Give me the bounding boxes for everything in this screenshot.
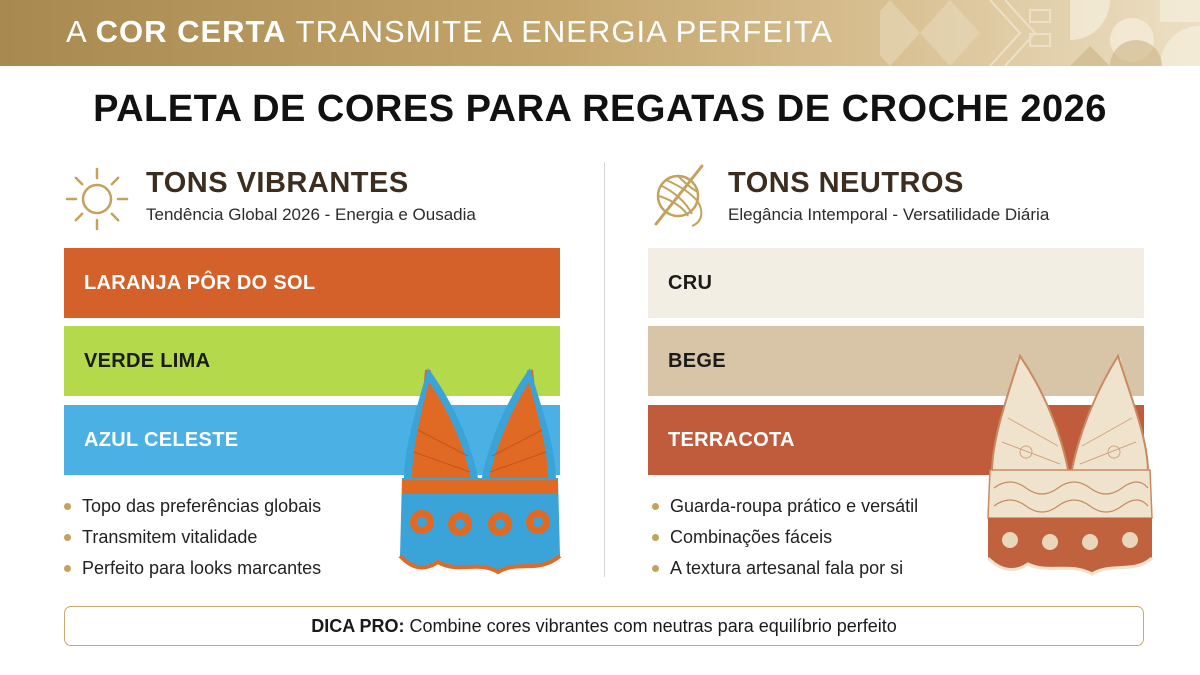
column-divider bbox=[604, 162, 605, 577]
pro-tip-text: Combine cores vibrantes com neutras para… bbox=[409, 615, 897, 636]
bullet-dot-icon bbox=[64, 565, 71, 572]
vibrant-crochet-top-illustration bbox=[398, 368, 562, 575]
list-item: Topo das preferências globais bbox=[64, 491, 321, 522]
bullet-dot-icon bbox=[652, 503, 659, 510]
sun-icon bbox=[65, 167, 129, 231]
bullet-dot-icon bbox=[652, 565, 659, 572]
neutral-crochet-top-illustration bbox=[986, 353, 1153, 576]
swatch-bege: BEGE bbox=[648, 326, 1144, 396]
yarn-ball-icon bbox=[654, 164, 704, 227]
neutral-section-subtitle: Elegância Intemporal - Versatilidade Diá… bbox=[728, 205, 1050, 224]
banner-tagline: A COR CERTA TRANSMITE A ENERGIA PERFEITA bbox=[66, 14, 833, 49]
neutral-section-title: TONS NEUTROS bbox=[728, 167, 964, 199]
bullet-dot-icon bbox=[652, 534, 659, 541]
list-item: Perfeito para looks marcantes bbox=[64, 553, 321, 584]
pro-tip-box: DICA PRO: Combine cores vibrantes com ne… bbox=[64, 606, 1144, 646]
vibrant-section-subtitle: Tendência Global 2026 - Energia e Ousadi… bbox=[146, 205, 476, 224]
list-item: Transmitem vitalidade bbox=[64, 522, 321, 553]
list-item: A textura artesanal fala por si bbox=[652, 553, 918, 584]
geometric-pattern-decoration bbox=[880, 0, 1200, 66]
swatch-label: VERDE LIMA bbox=[84, 349, 211, 372]
list-item: Combinações fáceis bbox=[652, 522, 918, 553]
swatch-label: CRU bbox=[668, 271, 713, 294]
swatch-label: LARANJA PÔR DO SOL bbox=[84, 271, 316, 294]
swatch-label: TERRACOTA bbox=[668, 428, 795, 451]
vibrant-bullet-list: Topo das preferências globais Transmitem… bbox=[64, 491, 321, 584]
swatch-laranja: LARANJA PÔR DO SOL bbox=[64, 248, 560, 318]
neutral-bullet-list: Guarda-roupa prático e versátil Combinaç… bbox=[652, 491, 918, 584]
top-banner: A COR CERTA TRANSMITE A ENERGIA PERFEITA bbox=[0, 0, 1200, 66]
swatch-cru: CRU bbox=[648, 248, 1144, 318]
list-item: Guarda-roupa prático e versátil bbox=[652, 491, 918, 522]
bullet-dot-icon bbox=[64, 503, 71, 510]
swatch-label: AZUL CELESTE bbox=[84, 428, 239, 451]
page-title: PALETA DE CORES PARA REGATAS DE CROCHE 2… bbox=[93, 88, 1107, 130]
swatch-verde-lima: VERDE LIMA bbox=[64, 326, 560, 396]
swatch-azul-celeste: AZUL CELESTE bbox=[64, 405, 560, 475]
vibrant-section-title: TONS VIBRANTES bbox=[146, 167, 409, 199]
pro-tip-label: DICA PRO: bbox=[311, 615, 405, 636]
swatch-label: BEGE bbox=[668, 349, 726, 372]
bullet-dot-icon bbox=[64, 534, 71, 541]
